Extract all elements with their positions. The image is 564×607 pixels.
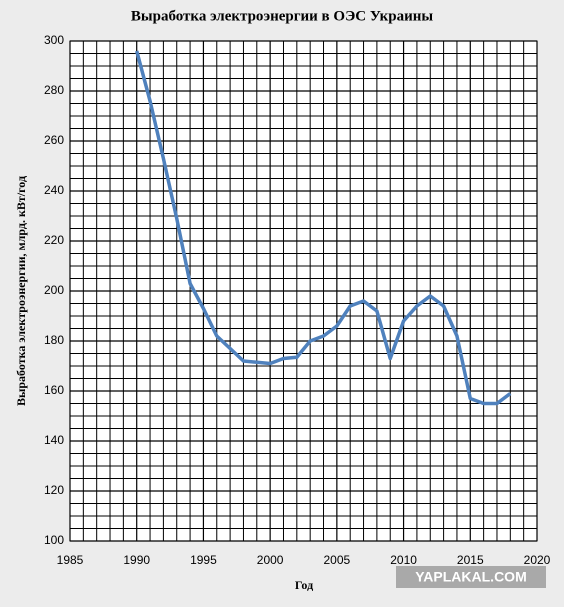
x-tick-label: 2020 [524, 553, 551, 567]
x-tick-label: 1995 [190, 553, 217, 567]
x-tick-label: 2005 [324, 553, 351, 567]
x-tick-label: 2010 [390, 553, 417, 567]
y-tick-label: 140 [44, 433, 64, 447]
x-axis-title: Год [295, 578, 313, 592]
y-tick-label: 120 [44, 483, 64, 497]
x-tick-label: 2015 [457, 553, 484, 567]
y-tick-label: 220 [44, 233, 64, 247]
y-axis-title: Выработка электроэнергии, млрд. кВт/год [14, 176, 28, 406]
chart-title: Выработка электроэнергии в ОЭС Украины [131, 8, 433, 24]
y-tick-label: 260 [44, 133, 64, 147]
watermark: YAPLAKAL.COM [415, 569, 527, 585]
x-tick-label: 1985 [57, 553, 84, 567]
watermark-bg [396, 566, 546, 588]
x-tick-label: 1990 [123, 553, 150, 567]
y-tick-label: 280 [44, 83, 64, 97]
y-tick-label: 180 [44, 333, 64, 347]
line-series [135, 50, 512, 406]
y-tick-label: 240 [44, 183, 64, 197]
y-tick-label: 100 [44, 533, 64, 547]
x-tick-label: 2000 [257, 553, 284, 567]
y-tick-label: 200 [44, 283, 64, 297]
y-tick-label: 300 [44, 33, 64, 47]
y-tick-label: 160 [44, 383, 64, 397]
